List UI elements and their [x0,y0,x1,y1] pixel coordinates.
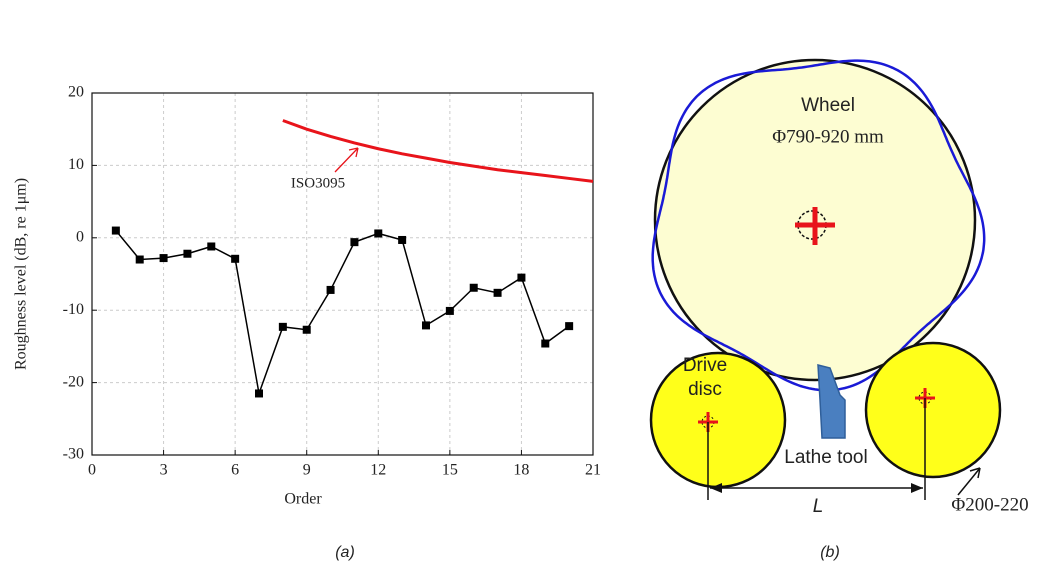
wheel-diameter: Φ790-920 mm [772,126,884,147]
data-point [183,250,191,258]
data-point [303,326,311,334]
x-tick-label: 9 [303,462,311,479]
disc-diameter: Φ200-220 [951,494,1028,515]
y-tick-label: -10 [63,301,84,318]
series-line [283,121,593,182]
data-point [207,242,215,250]
annotation-label: ISO3095 [291,175,345,191]
x-axis-label: Order [284,491,322,508]
y-tick-label: -30 [63,446,84,463]
y-tick-label: 0 [76,228,84,245]
data-point [231,255,239,263]
data-point [422,321,430,329]
data-point [279,323,287,331]
data-point [160,254,168,262]
chart-a: Order Roughness level (dB, re 1μm) (a) -… [13,84,601,562]
caption: (a) [335,544,355,561]
drive-disc-label: disc [688,379,722,400]
annotation-arrow [335,148,358,172]
x-tick-label: 15 [442,462,458,479]
x-tick-label: 18 [513,462,529,479]
diagram-b: Wheel Φ790-920 mm Drive disc Lathe tool … [651,60,1029,561]
data-point [327,286,335,294]
y-tick-label: 10 [68,156,84,173]
data-point [255,389,263,397]
wheel-label: Wheel [801,95,855,116]
lathe-tool-label: Lathe tool [784,447,867,468]
data-point [398,236,406,244]
data-point [470,284,478,292]
data-point [517,274,525,282]
x-tick-label: 0 [88,462,96,479]
data-point [446,307,454,315]
x-tick-label: 3 [160,462,168,479]
support-disc [866,343,1000,477]
y-tick-label: 20 [68,84,84,101]
data-point [541,340,549,348]
data-point [136,256,144,264]
x-tick-label: 12 [370,462,386,479]
x-tick-label: 21 [585,462,601,479]
caption: (b) [820,544,840,561]
y-tick-label: -20 [63,373,84,390]
data-point [112,227,120,235]
x-tick-label: 6 [231,462,239,479]
drive-disc-label: Drive [683,355,727,376]
distance-label: L [813,496,824,517]
data-point [565,322,573,330]
data-point [494,289,502,297]
figure: Order Roughness level (dB, re 1μm) (a) -… [0,0,1043,567]
data-point [350,238,358,246]
y-axis-label: Roughness level (dB, re 1μm) [13,178,30,370]
data-point [374,229,382,237]
